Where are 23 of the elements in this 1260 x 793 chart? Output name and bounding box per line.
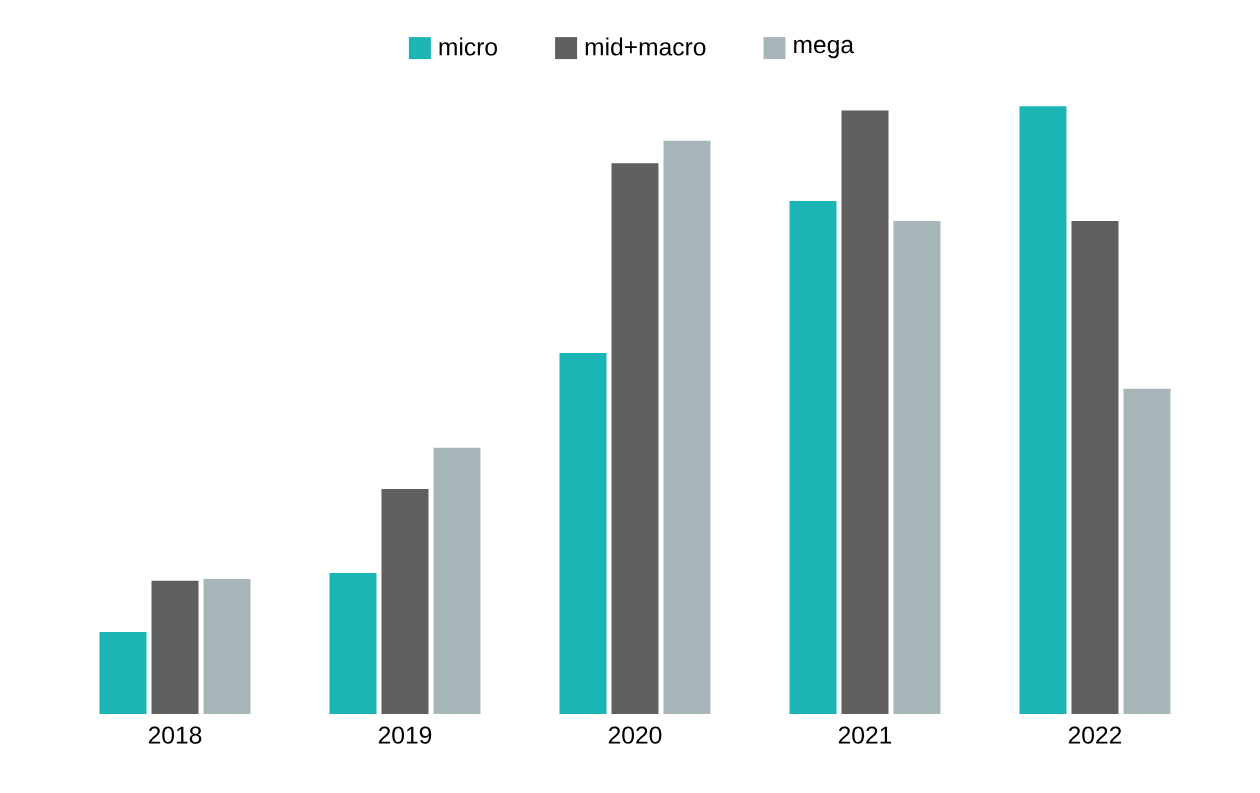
bar [433,447,481,714]
legend-label: micro [439,37,497,56]
bar [841,110,889,714]
bar [559,352,607,714]
x-tick-label: 2018 [148,726,202,744]
x-tick-label: 2022 [1068,726,1122,744]
x-tick-label: 2021 [838,726,892,744]
bar [611,163,659,714]
bar [789,200,837,714]
bar [151,580,199,714]
bar [99,631,147,714]
bar [1019,106,1067,714]
bar [203,579,251,714]
bar [1123,388,1171,714]
x-tick-label: 2020 [608,726,662,744]
legend-label: mid+macro [585,37,706,56]
legend-label: mega [794,39,855,59]
bar [1071,221,1119,714]
bar [893,221,941,714]
bar [329,572,377,714]
x-tick-label: 2019 [378,726,432,744]
bar [381,489,429,714]
bar [663,140,711,714]
